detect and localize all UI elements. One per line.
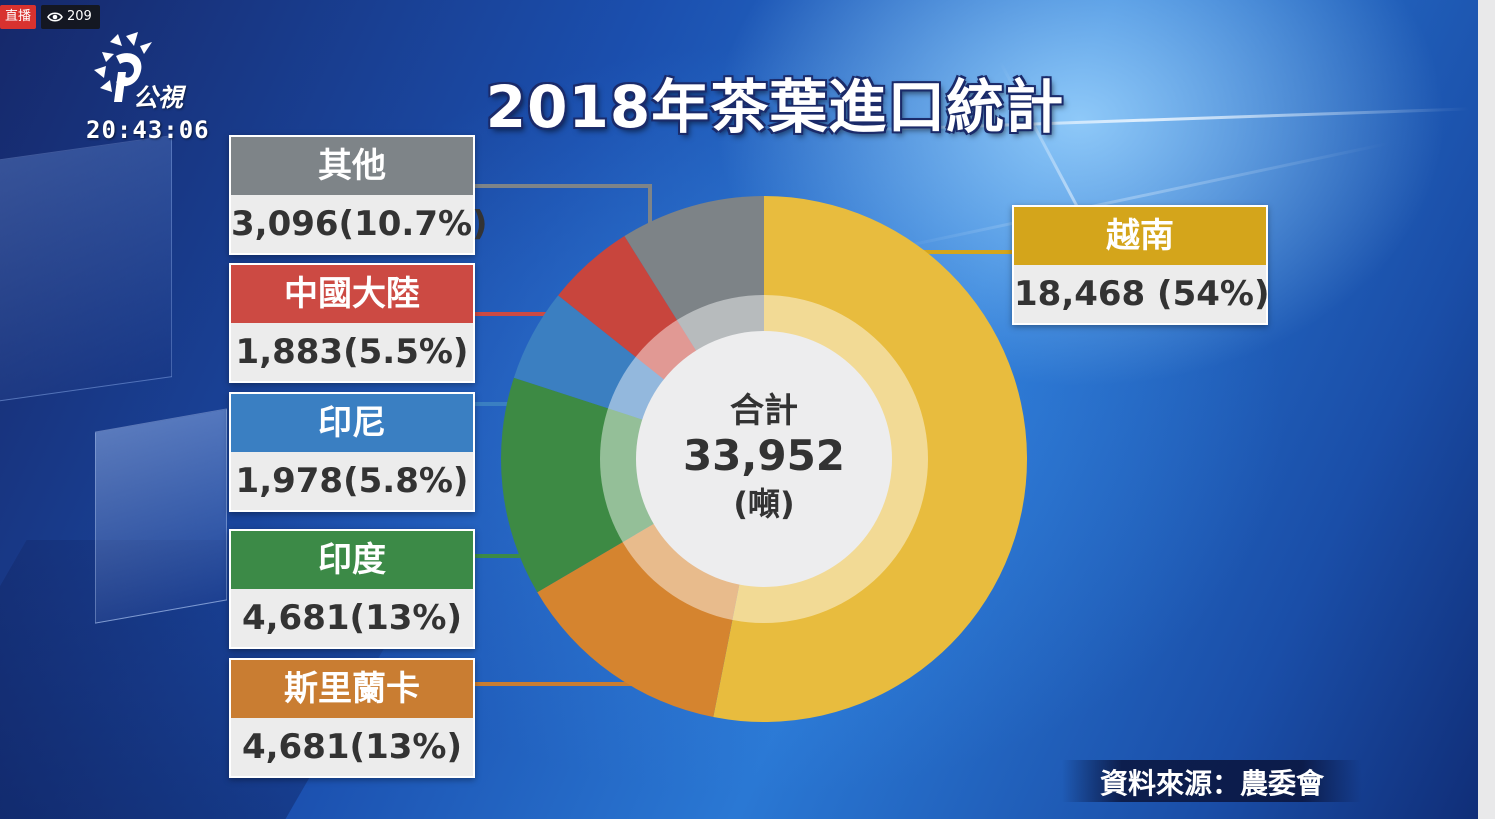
label-india-value: 4,681(13%): [231, 589, 473, 647]
center-unit: (噸): [733, 485, 794, 523]
broadcast-clock: 20:43:06: [86, 116, 210, 144]
page-title: 2018年茶葉進口統計: [485, 73, 1065, 141]
channel-logo-icon: [94, 32, 152, 102]
label-other: 其他 3,096(10.7%): [229, 135, 488, 255]
label-srilanka: 斯里蘭卡 4,681(13%): [229, 658, 475, 778]
label-other-name: 其他: [231, 137, 473, 195]
label-india-name: 印度: [231, 531, 473, 589]
label-china-name: 中國大陸: [231, 265, 473, 323]
slice-india: [501, 377, 764, 593]
center-label: 合計: [730, 391, 798, 431]
label-srilanka-name: 斯里蘭卡: [231, 660, 473, 718]
leader-line-other: [474, 184, 652, 240]
label-vietnam-name: 越南: [1014, 207, 1266, 265]
channel-logo-text: 公視: [133, 83, 184, 112]
label-china-value: 1,883(5.5%): [231, 323, 473, 381]
source-bar: [1062, 760, 1362, 802]
label-indonesia-name: 印尼: [231, 394, 473, 452]
label-srilanka-value: 4,681(13%): [231, 718, 473, 776]
label-other-value: 3,096(10.7%): [231, 195, 488, 253]
eye-icon: [47, 12, 63, 22]
label-vietnam: 越南 18,468 (54%): [1012, 205, 1270, 325]
label-vietnam-value: 18,468 (54%): [1014, 265, 1270, 323]
source-text: 資料來源：農委會: [1100, 767, 1325, 800]
live-badge: 直播: [0, 5, 36, 29]
label-china: 中國大陸 1,883(5.5%): [229, 263, 475, 383]
center-disc: [636, 331, 892, 587]
viewer-count-badge: 209: [41, 5, 100, 29]
center-total: 33,952: [683, 431, 845, 480]
label-indonesia: 印尼 1,978(5.8%): [229, 392, 475, 512]
window-edge: [1478, 0, 1495, 819]
viewer-count: 209: [67, 9, 92, 24]
label-indonesia-value: 1,978(5.8%): [231, 452, 473, 510]
label-india: 印度 4,681(13%): [229, 529, 475, 649]
